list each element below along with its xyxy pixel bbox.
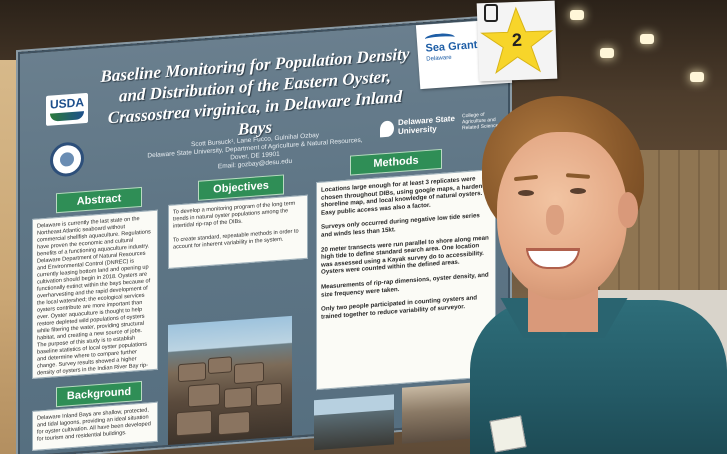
leaf-icon xyxy=(380,120,394,138)
rock xyxy=(218,410,250,436)
person-nose xyxy=(546,205,564,235)
usda-logo-swoosh xyxy=(50,111,84,122)
rock xyxy=(234,361,264,385)
university-name: Delaware State University xyxy=(398,113,455,137)
star-icon xyxy=(480,6,554,75)
methods-item: Locations large enough for at least 3 re… xyxy=(321,175,490,217)
abstract-text: Delaware is currently the last state on … xyxy=(37,216,153,379)
rip-rap-shoreline-photo xyxy=(168,315,292,445)
rock xyxy=(176,409,212,437)
methods-item: Only two people participated in counting… xyxy=(321,294,478,321)
poster-number: 2 xyxy=(511,29,523,51)
rock xyxy=(224,386,252,409)
background-panel: Delaware Inland Bays are shallow, protec… xyxy=(32,401,158,451)
ceiling-light xyxy=(600,48,614,58)
ceiling-light xyxy=(640,34,654,44)
methods-panel: Locations large enough for at least 3 re… xyxy=(316,168,496,391)
background-text: Delaware Inland Bays are shallow, protec… xyxy=(37,407,151,443)
abstract-panel: Delaware is currently the last state on … xyxy=(32,209,158,379)
rock xyxy=(256,382,282,407)
star-number-card: 2 xyxy=(476,0,558,82)
usda-logo: USDA xyxy=(46,92,88,126)
name-badge xyxy=(489,415,527,453)
binder-clip-icon xyxy=(484,4,498,22)
rock xyxy=(188,383,220,408)
methods-item: 20 meter transects were run parallel to … xyxy=(321,233,489,277)
rock xyxy=(208,356,232,375)
poster-title: Baseline Monitoring for Population Densi… xyxy=(90,42,420,150)
bay-rocks-photo xyxy=(314,394,394,451)
eye xyxy=(518,190,534,196)
rock xyxy=(178,362,206,383)
university-seal-icon xyxy=(50,141,84,178)
objectives-item: To create standard, repeatable methods i… xyxy=(173,228,299,251)
sea-grant-logo-text: Sea Grant xyxy=(425,39,478,55)
objectives-item: To develop a monitoring program of the l… xyxy=(173,200,296,230)
abstract-header: Abstract xyxy=(56,186,142,214)
ceiling-light xyxy=(690,72,704,82)
objectives-panel: To develop a monitoring program of the l… xyxy=(168,194,308,269)
eye xyxy=(570,188,586,194)
ceiling-light xyxy=(570,10,584,20)
person-ear xyxy=(618,192,638,228)
sea-grant-sub-text: Delaware xyxy=(426,54,452,63)
